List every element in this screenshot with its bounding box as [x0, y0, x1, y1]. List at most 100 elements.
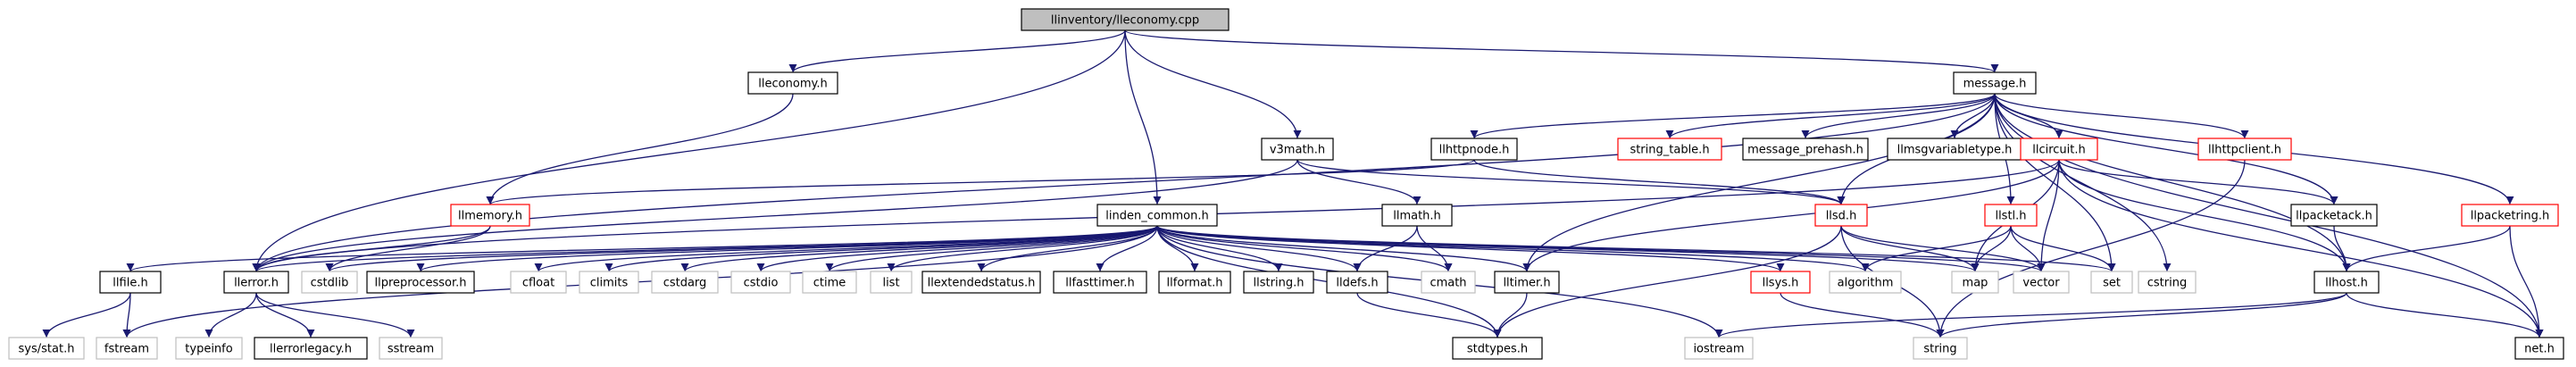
- edge-message-to-lltimer: [1522, 93, 1996, 272]
- node-label-llmemory: llmemory.h: [458, 210, 522, 223]
- node-cstdlib: cstdlib: [301, 271, 358, 294]
- node-label-llstl: llstl.h: [1995, 210, 2026, 223]
- node-root[interactable]: llinventory/lleconomy.cpp: [1021, 8, 1230, 31]
- node-label-list: list: [882, 277, 899, 290]
- node-box-algorithm: [1829, 271, 1902, 294]
- node-box-cfloat: [510, 271, 567, 294]
- node-net[interactable]: net.h: [2514, 337, 2564, 360]
- node-label-cfloat: cfloat: [522, 277, 554, 290]
- edge-llmemory-to-cstdlib: [325, 225, 491, 272]
- node-box-net: [2514, 337, 2564, 360]
- node-map: map: [1951, 271, 1999, 294]
- edge-llcircuit-to-lltimer: [1522, 159, 2060, 272]
- node-llerror[interactable]: llerror.h: [223, 271, 289, 294]
- node-llerrorlegacy[interactable]: llerrorlegacy.h: [254, 337, 368, 360]
- edge-linden_common-to-cmath: [1156, 225, 1453, 272]
- node-box-llhost: [2313, 271, 2380, 294]
- edge-lltimer-to-stdtypes: [1493, 292, 1528, 338]
- node-label-typeinfo: typeinfo: [185, 343, 232, 356]
- edge-linden_common-to-ctime: [825, 225, 1158, 272]
- node-label-string_table: string_table.h: [1630, 144, 1709, 157]
- node-v3math[interactable]: v3math.h: [1261, 138, 1334, 161]
- node-typeinfo: typeinfo: [175, 337, 243, 360]
- edge-llsd-to-stdtypes: [1493, 225, 1842, 338]
- node-label-llsd: llsd.h: [1826, 210, 1857, 223]
- node-label-llhost: llhost.h: [2325, 277, 2368, 290]
- node-string_table[interactable]: string_table.h: [1617, 138, 1722, 161]
- edge-llsd-to-map: [1840, 225, 1980, 272]
- node-linden_common[interactable]: linden_common.h: [1096, 204, 1218, 227]
- node-label-llmsgvariabletype: llmsgvariabletype.h: [1897, 144, 2013, 157]
- node-label-cstdarg: cstdarg: [663, 277, 707, 290]
- node-lltimer[interactable]: lltimer.h: [1494, 271, 1560, 294]
- edge-linden_common-to-lltimer: [1156, 225, 1531, 272]
- node-llpreprocessor[interactable]: llpreprocessor.h: [366, 271, 475, 294]
- edge-llfile-to-sysstat: [42, 292, 131, 338]
- node-box-llpreprocessor: [366, 271, 475, 294]
- node-cstdarg: cstdarg: [651, 271, 719, 294]
- node-box-iostream: [1684, 337, 1754, 360]
- edge-llcircuit-to-vector: [2037, 159, 2060, 272]
- node-llstl[interactable]: llstl.h: [1984, 204, 2038, 227]
- edge-linden_common-to-fstream: [122, 225, 1158, 338]
- node-label-llhttpclient: llhttpclient.h: [2208, 144, 2281, 157]
- node-label-string: string: [1923, 343, 1956, 356]
- node-box-llsys: [1750, 271, 1811, 294]
- node-iostream: iostream: [1684, 337, 1754, 360]
- node-llmsgvariabletype[interactable]: llmsgvariabletype.h: [1887, 138, 2022, 161]
- node-llcircuit[interactable]: llcircuit.h: [2020, 138, 2098, 161]
- node-box-lleconomy: [747, 71, 838, 95]
- node-box-llfile: [99, 271, 162, 294]
- node-label-llcircuit: llcircuit.h: [2032, 144, 2086, 157]
- node-label-llfile: llfile.h: [113, 277, 147, 290]
- node-llsd[interactable]: llsd.h: [1814, 204, 1868, 227]
- node-llformat[interactable]: llformat.h: [1158, 271, 1231, 294]
- node-lleconomy[interactable]: lleconomy.h: [747, 71, 838, 95]
- node-box-llhttpclient: [2197, 138, 2292, 161]
- node-cstdio: cstdio: [730, 271, 791, 294]
- node-label-root: llinventory/lleconomy.cpp: [1051, 14, 1199, 28]
- node-set: set: [2090, 271, 2133, 294]
- edge-llhttpnode-to-llsd: [1473, 159, 1846, 205]
- node-box-message_prehash: [1742, 138, 1869, 161]
- node-box-string_table: [1617, 138, 1722, 161]
- node-llfasttimer[interactable]: llfasttimer.h: [1053, 271, 1147, 294]
- node-box-set: [2090, 271, 2133, 294]
- node-llhttpclient[interactable]: llhttpclient.h: [2197, 138, 2292, 161]
- edge-linden_common-to-cstdio: [756, 225, 1158, 272]
- edge-root-to-lleconomy: [788, 29, 1126, 73]
- node-llpacketring[interactable]: llpacketring.h: [2461, 204, 2559, 227]
- edge-linden_common-to-cstdlib: [325, 225, 1158, 272]
- edge-lleconomy-to-llmemory: [486, 93, 794, 205]
- node-llpacketack[interactable]: llpacketack.h: [2290, 204, 2378, 227]
- node-box-llformat: [1158, 271, 1231, 294]
- node-llpreprocessor_side[interactable]: llmath.h: [1381, 204, 1453, 227]
- node-llmemory[interactable]: llmemory.h: [450, 204, 530, 227]
- node-label-llstring: llstring.h: [1254, 277, 1305, 290]
- node-box-lldefs: [1326, 271, 1388, 294]
- edge-root-to-llerror: [252, 29, 1126, 272]
- node-lldefs[interactable]: lldefs.h: [1326, 271, 1388, 294]
- node-message_prehash[interactable]: message_prehash.h: [1742, 138, 1869, 161]
- edge-message-to-string_table: [1665, 93, 1996, 139]
- node-label-cstring: cstring: [2147, 277, 2187, 290]
- node-message[interactable]: message.h: [1953, 71, 2037, 95]
- edge-llstl-to-vector: [2010, 225, 2046, 272]
- node-box-list: [870, 271, 913, 294]
- node-llhost[interactable]: llhost.h: [2313, 271, 2380, 294]
- node-box-cstdarg: [651, 271, 719, 294]
- edge-llerror-to-typeinfo: [204, 292, 257, 338]
- node-label-llerrorlegacy: llerrorlegacy.h: [270, 343, 352, 356]
- node-cfloat: cfloat: [510, 271, 567, 294]
- node-llfile[interactable]: llfile.h: [99, 271, 162, 294]
- node-llsys[interactable]: llsys.h: [1750, 271, 1811, 294]
- node-box-message: [1953, 71, 2037, 95]
- edge-linden_common-to-llstring: [1156, 225, 1283, 272]
- edge-llpacketring-to-llhost: [2342, 225, 2511, 272]
- node-llstring[interactable]: llstring.h: [1243, 271, 1314, 294]
- node-llextendedstatus[interactable]: llextendedstatus.h: [921, 271, 1041, 294]
- edge-linden_common-to-cstdarg: [680, 225, 1158, 272]
- node-llhttpnode[interactable]: llhttpnode.h: [1430, 138, 1518, 161]
- node-stdtypes[interactable]: stdtypes.h: [1452, 337, 1543, 360]
